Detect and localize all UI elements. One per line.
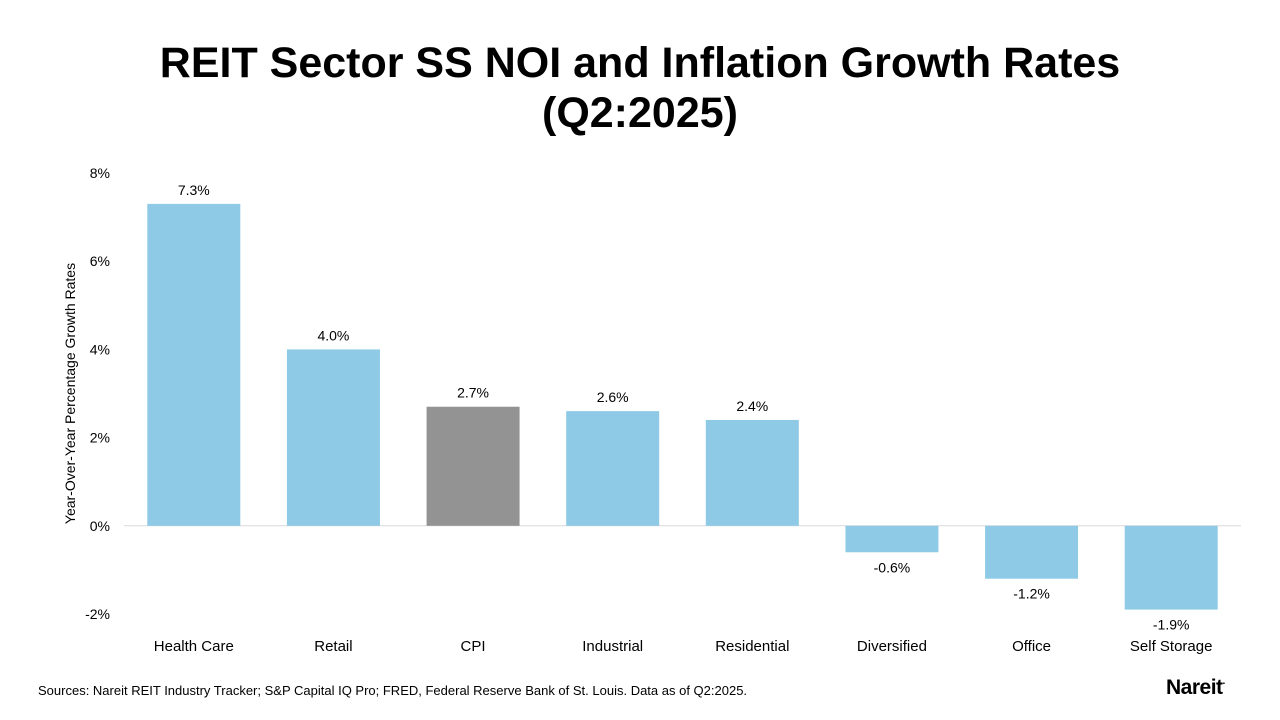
data-label: -0.6% [874, 559, 911, 575]
chart-title-line-2: (Q2:2025) [542, 89, 738, 137]
y-axis-label: Year-Over-Year Percentage Growth Rates [62, 263, 78, 524]
data-label: 7.3% [178, 182, 210, 198]
y-tick-label: 8% [90, 165, 110, 181]
data-label: 2.4% [736, 398, 768, 414]
bar [426, 406, 520, 526]
data-label: 4.0% [317, 327, 349, 343]
data-label: -1.9% [1153, 617, 1190, 633]
y-tick-label: 4% [90, 341, 110, 357]
bar [845, 525, 939, 553]
x-tick-label: Residential [715, 638, 789, 655]
x-tick-label: CPI [461, 638, 486, 655]
y-tick-label: -2% [85, 606, 110, 622]
bar [286, 349, 380, 526]
data-label: 2.7% [457, 385, 489, 401]
bar [147, 203, 241, 526]
bar [705, 419, 799, 526]
bar [566, 411, 660, 526]
logo-mark: . [1222, 676, 1226, 687]
x-tick-label: Retail [314, 638, 352, 655]
logo-text: Nareit [1166, 676, 1223, 699]
y-tick-label: 6% [90, 253, 110, 269]
y-tick-label: 0% [90, 518, 110, 534]
data-label: 2.6% [597, 389, 629, 405]
x-tick-label: Diversified [857, 638, 927, 655]
x-tick-label: Industrial [582, 638, 643, 655]
x-tick-label: Office [1012, 638, 1051, 655]
x-tick-label: Self Storage [1130, 638, 1213, 655]
data-label: -1.2% [1013, 586, 1050, 602]
bar [985, 525, 1079, 579]
source-note: Sources: Nareit REIT Industry Tracker; S… [38, 683, 748, 698]
nareit-logo: Nareit. [1166, 676, 1225, 700]
y-tick-label: 2% [90, 430, 110, 446]
chart-title-line-1: REIT Sector SS NOI and Inflation Growth … [159, 39, 1121, 87]
x-tick-label: Health Care [154, 638, 234, 655]
bar [1124, 525, 1218, 610]
chart-title: REIT Sector SS NOI and Inflation Growth … [0, 38, 1280, 138]
